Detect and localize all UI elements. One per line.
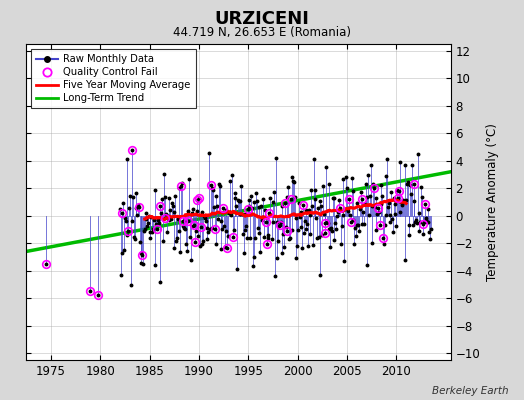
Text: 44.719 N, 26.653 E (Romania): 44.719 N, 26.653 E (Romania) [173,26,351,39]
Text: URZICENI: URZICENI [214,10,310,28]
Legend: Raw Monthly Data, Quality Control Fail, Five Year Moving Average, Long-Term Tren: Raw Monthly Data, Quality Control Fail, … [31,49,195,108]
Y-axis label: Temperature Anomaly (°C): Temperature Anomaly (°C) [486,123,499,281]
Text: Berkeley Earth: Berkeley Earth [432,386,508,396]
